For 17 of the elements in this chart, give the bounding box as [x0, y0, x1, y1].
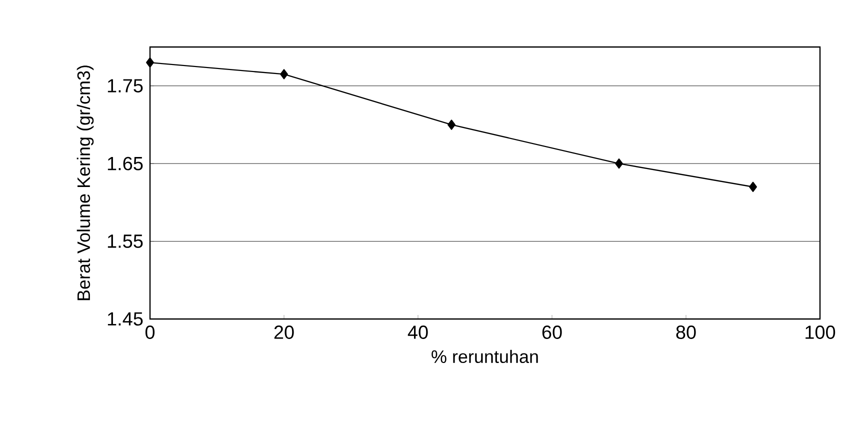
x-axis-title: % reruntuhan	[432, 350, 538, 364]
y-tick-label: 1.75	[108, 79, 143, 92]
x-tick-label: 0	[145, 326, 155, 339]
y-axis-title: Berat Volume Kering (gr/cm3)	[76, 66, 94, 300]
y-tick-label: 1.65	[108, 156, 143, 170]
y-tick-label: 1.45	[108, 312, 143, 326]
point	[448, 120, 456, 130]
point	[280, 69, 288, 80]
x-tick-label: 100	[806, 326, 836, 339]
point	[615, 158, 623, 169]
x-tick-label: 20	[274, 326, 294, 339]
point	[146, 57, 154, 68]
y-tick-label: 1.55	[108, 234, 143, 248]
x-tick-label: 40	[408, 326, 428, 339]
x-tick-label: 80	[676, 326, 696, 339]
x-tick-label: 60	[542, 326, 562, 339]
point	[749, 182, 757, 192]
